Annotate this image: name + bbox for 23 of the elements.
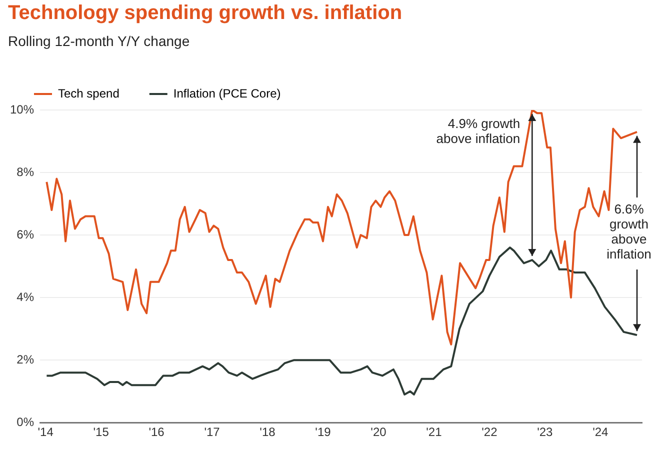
chart-subtitle: Rolling 12-month Y/Y change xyxy=(8,33,190,49)
x-tick-label: '16 xyxy=(148,425,165,440)
y-tick-label: 4% xyxy=(16,290,34,304)
y-tick-label: 8% xyxy=(16,164,34,179)
x-tick-label: '17 xyxy=(204,425,220,440)
annotation: 4.9% growth above inflation xyxy=(436,116,520,146)
y-tick-label: 2% xyxy=(16,352,34,366)
x-tick-label: '23 xyxy=(537,425,554,440)
legend-label: Inflation (PCE Core) xyxy=(173,86,281,100)
annotation: 6.6% growth above inflation xyxy=(606,202,652,262)
x-tick-label: '15 xyxy=(93,425,110,440)
x-tick-label: '20 xyxy=(370,425,387,440)
y-tick-label: 0% xyxy=(16,414,34,429)
x-tick-label: '22 xyxy=(482,425,498,440)
y-tick-label: 6% xyxy=(16,227,34,242)
x-tick-label: '21 xyxy=(426,425,442,440)
chart-title: Technology spending growth vs. inflation xyxy=(8,2,402,25)
x-tick-label: '19 xyxy=(315,425,332,440)
x-tick-label: '14 xyxy=(38,425,54,440)
x-tick-label: '24 xyxy=(592,425,609,440)
legend-label: Tech spend xyxy=(58,86,120,100)
x-tick-label: '18 xyxy=(260,425,276,440)
y-tick-label: 10% xyxy=(10,102,34,116)
